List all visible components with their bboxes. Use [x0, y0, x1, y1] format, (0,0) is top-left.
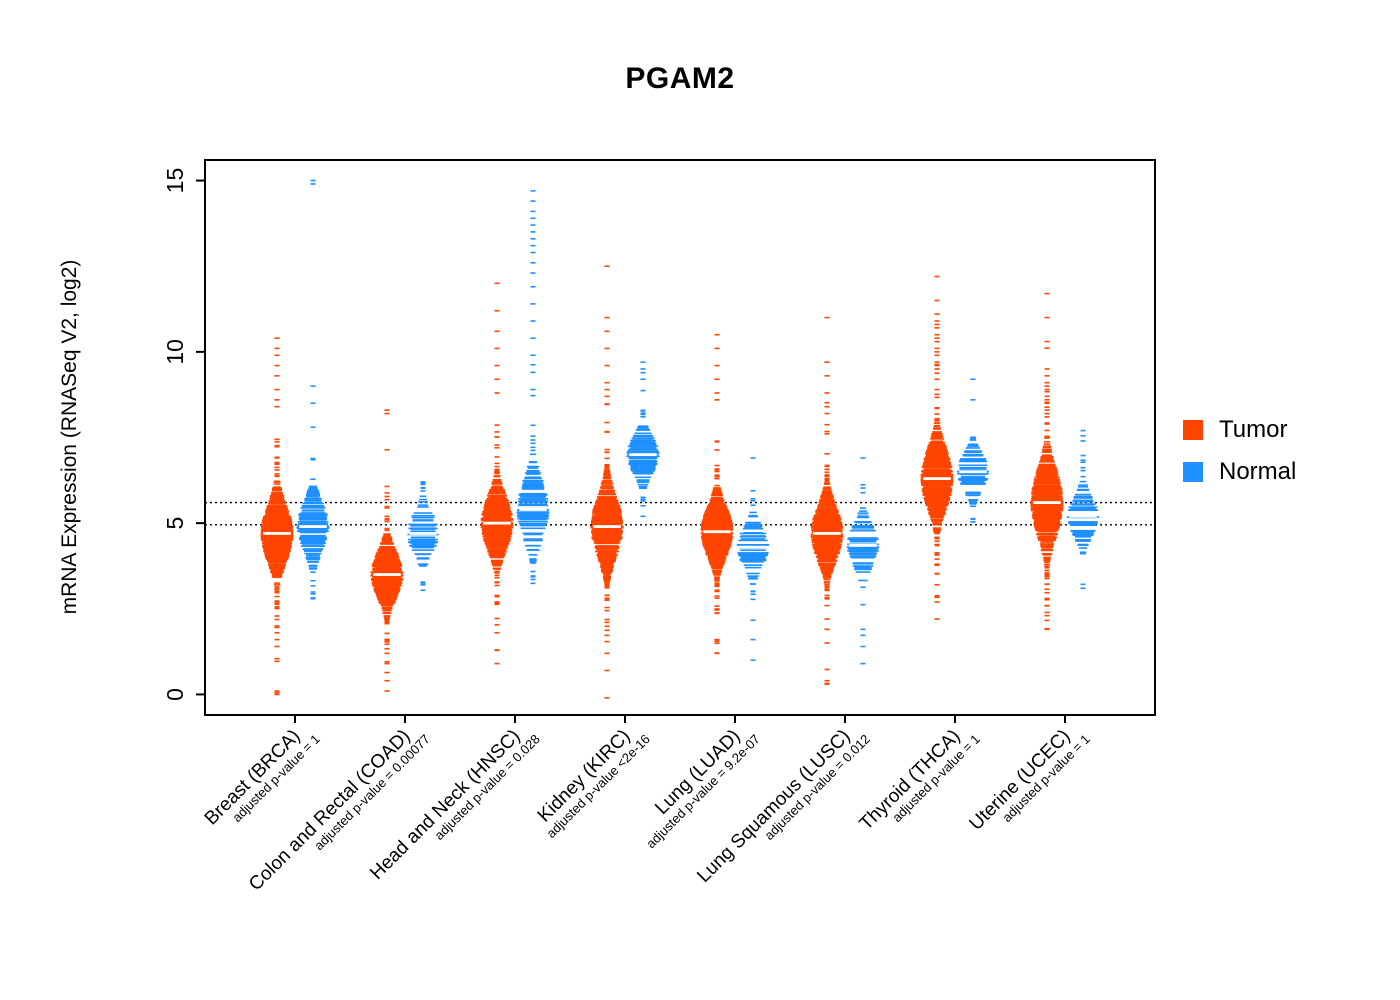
- bean-tumor-2: [480, 282, 514, 665]
- x-label-group: Kidney (KIRC)adjusted p-value <2e-16: [534, 726, 653, 841]
- legend-label-tumor: Tumor: [1219, 416, 1288, 443]
- legend-item-normal: Normal: [1183, 458, 1296, 486]
- median-line: [739, 545, 767, 549]
- chart-title: PGAM2: [625, 62, 735, 95]
- x-label: Breast (BRCA): [201, 726, 305, 830]
- bean-tumor-4: [700, 333, 734, 655]
- median-line: [629, 453, 657, 457]
- bean-normal-6: [956, 378, 990, 523]
- y-tick-label: 5: [162, 517, 188, 530]
- x-label: Kidney (KIRC): [534, 726, 635, 827]
- bean-tumor-5: [810, 316, 844, 685]
- plot-border: [204, 159, 1156, 716]
- median-line: [959, 470, 987, 474]
- bean-tumor-3: [590, 265, 624, 699]
- median-line: [519, 508, 547, 511]
- median-line: [849, 544, 877, 547]
- bean-tumor-7: [1030, 292, 1064, 631]
- bean-tumor-6: [920, 275, 954, 620]
- median-line: [409, 532, 437, 535]
- median-line: [483, 521, 511, 525]
- x-label-group: Thyroid (THCA)adjusted p-value = 1: [856, 726, 983, 835]
- bean-normal-0: [296, 179, 330, 600]
- median-line: [263, 532, 291, 535]
- legend-item-tumor: Tumor: [1183, 416, 1296, 444]
- y-tick-label: 0: [162, 688, 188, 701]
- median-line: [1033, 501, 1061, 504]
- legend-label-normal: Normal: [1219, 458, 1297, 485]
- bean-normal-1: [407, 481, 439, 592]
- tumor-swatch-icon: [1183, 420, 1203, 440]
- y-tick-label: 15: [162, 168, 188, 194]
- bean-normal-5: [846, 457, 880, 665]
- x-label-group: Uterine (UCEC)adjusted p-value = 1: [966, 726, 1093, 835]
- median-line: [813, 532, 841, 535]
- bean-normal-4: [736, 457, 770, 661]
- median-line: [593, 525, 621, 528]
- bean-normal-2: [516, 190, 550, 585]
- median-line: [299, 525, 327, 528]
- legend: Tumor Normal: [1183, 416, 1296, 486]
- bean-normal-3: [626, 361, 660, 518]
- median-line: [1069, 514, 1097, 518]
- median-line: [373, 573, 401, 576]
- bean-tumor-0: [260, 337, 294, 696]
- normal-swatch-icon: [1183, 462, 1203, 482]
- median-line: [703, 530, 731, 534]
- bean-normal-7: [1066, 429, 1100, 590]
- median-line: [923, 477, 951, 481]
- bean-tumor-1: [370, 409, 404, 692]
- y-tick-label: 10: [162, 339, 188, 365]
